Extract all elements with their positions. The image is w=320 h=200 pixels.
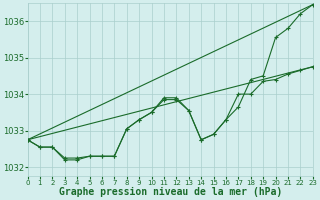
X-axis label: Graphe pression niveau de la mer (hPa): Graphe pression niveau de la mer (hPa) <box>59 187 282 197</box>
